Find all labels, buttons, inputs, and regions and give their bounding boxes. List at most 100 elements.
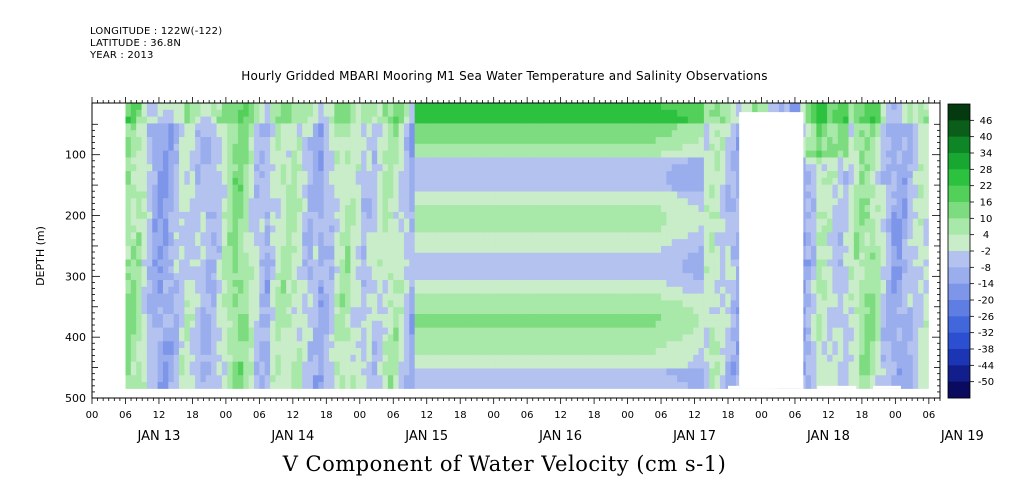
velocity-cell (730, 103, 737, 111)
velocity-cell (436, 191, 443, 199)
velocity-cell (291, 368, 298, 376)
velocity-cell (237, 164, 244, 172)
velocity-cell (644, 368, 651, 376)
velocity-cell (211, 286, 218, 295)
velocity-cell (500, 354, 507, 363)
velocity-cell (420, 279, 426, 288)
velocity-cell (532, 103, 539, 111)
velocity-cell (371, 150, 378, 159)
velocity-cell (468, 232, 475, 240)
velocity-cell (189, 157, 196, 165)
velocity-cell (339, 252, 346, 261)
velocity-cell (420, 177, 426, 186)
velocity-cell (666, 205, 673, 213)
velocity-cell (302, 205, 309, 213)
velocity-cell (414, 225, 421, 233)
velocity-cell (446, 198, 453, 206)
velocity-cell (634, 354, 641, 363)
velocity-cell (511, 375, 518, 383)
velocity-cell (698, 245, 705, 254)
velocity-cell (339, 143, 346, 152)
velocity-cell (570, 314, 576, 322)
velocity-cell (500, 103, 507, 111)
velocity-cell (125, 368, 132, 376)
velocity-cell (291, 354, 298, 363)
velocity-cell (478, 184, 485, 193)
velocity-cell (661, 184, 668, 193)
velocity-cell (350, 171, 357, 179)
velocity-cell (403, 177, 410, 186)
velocity-cell (264, 279, 271, 288)
velocity-cell (420, 211, 426, 220)
velocity-cell (216, 334, 223, 342)
velocity-cell (302, 239, 309, 247)
velocity-cell (666, 266, 673, 274)
velocity-cell (602, 279, 609, 288)
velocity-cell (168, 191, 175, 199)
velocity-cell (618, 239, 625, 247)
velocity-cell (730, 225, 737, 233)
velocity-cell (537, 205, 544, 213)
velocity-cell (500, 266, 507, 274)
velocity-cell (703, 286, 710, 295)
velocity-cell (462, 211, 469, 220)
velocity-cell (548, 239, 555, 247)
velocity-cell (173, 109, 180, 118)
velocity-cell (516, 307, 523, 315)
velocity-cell (430, 191, 437, 199)
velocity-cell (409, 171, 416, 179)
velocity-cell (548, 293, 555, 301)
velocity-cell (564, 259, 571, 267)
velocity-cell (725, 334, 732, 342)
velocity-cell (237, 266, 244, 274)
velocity-cell (628, 259, 635, 267)
velocity-cell (698, 130, 705, 138)
velocity-cell (420, 354, 426, 363)
velocity-cell (516, 171, 523, 179)
velocity-cell (655, 348, 662, 356)
velocity-cell (291, 273, 298, 281)
velocity-cell (237, 361, 244, 370)
velocity-cell (275, 239, 282, 247)
velocity-cell (409, 293, 416, 301)
velocity-cell (162, 334, 169, 342)
velocity-cell (553, 354, 560, 363)
velocity-cell (548, 116, 555, 125)
velocity-cell (227, 116, 234, 125)
velocity-cell (671, 109, 678, 118)
velocity-cell (703, 232, 710, 240)
velocity-cell (296, 354, 303, 363)
velocity-cell (168, 157, 175, 165)
velocity-cell (521, 354, 528, 363)
velocity-cell (168, 314, 175, 322)
velocity-cell (179, 198, 185, 206)
velocity-cell (425, 157, 432, 165)
velocity-cell (184, 137, 191, 145)
velocity-cell (634, 259, 641, 267)
velocity-cell (130, 279, 137, 288)
velocity-cell (345, 245, 352, 254)
velocity-cell (511, 150, 518, 159)
velocity-cell (436, 368, 443, 376)
velocity-cell (195, 191, 202, 199)
velocity-cell (462, 245, 469, 254)
velocity-cell (189, 130, 196, 138)
velocity-cell (596, 157, 603, 165)
velocity-cell (543, 286, 550, 295)
longitude-label: LONGITUDE : 122W(-122) (90, 26, 223, 37)
velocity-cell (136, 354, 143, 363)
velocity-cell (473, 109, 480, 118)
velocity-cell (371, 239, 378, 247)
velocity-cell (141, 116, 148, 125)
velocity-cell (157, 116, 164, 125)
velocity-cell (366, 327, 373, 336)
velocity-cell (243, 232, 250, 240)
velocity-cell (318, 239, 325, 247)
velocity-cell (719, 334, 726, 342)
velocity-cell (227, 341, 234, 349)
velocity-cell (339, 327, 346, 336)
velocity-cell (318, 103, 325, 111)
velocity-cell (355, 184, 362, 193)
velocity-cell (136, 273, 143, 281)
velocity-cell (173, 123, 180, 131)
